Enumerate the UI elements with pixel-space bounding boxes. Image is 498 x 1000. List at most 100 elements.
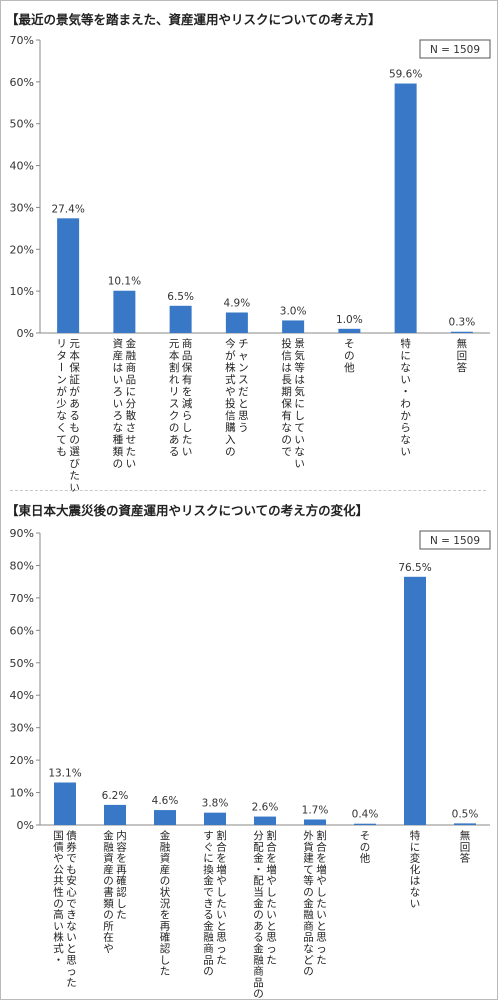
- category-label-char: ス: [238, 374, 249, 386]
- category-label-char: に: [294, 398, 305, 410]
- category-label-char: 入: [225, 434, 236, 446]
- data-label: 3.8%: [202, 798, 229, 810]
- category-label-char: い: [69, 482, 80, 494]
- y-tick-label: 50%: [10, 657, 34, 670]
- category-label-char: 合: [216, 840, 227, 853]
- category-label-char: 景: [294, 338, 305, 350]
- category-label-char: な: [303, 943, 314, 955]
- category-label-char: 株: [225, 361, 236, 374]
- category-label-char: な: [281, 422, 292, 434]
- category-label-char: 回: [460, 841, 471, 853]
- category-label-char: 確: [160, 931, 171, 944]
- category-label-char: 融: [253, 954, 264, 966]
- category-label-char: は: [294, 374, 305, 386]
- chart-title-2: 【東日本大震災後の資産運用やリスクについての考え方の変化】: [6, 503, 369, 518]
- category-label-char: い: [53, 920, 64, 932]
- category-label-char: 等: [303, 874, 314, 887]
- category-label-char: や: [225, 386, 236, 398]
- category-label-char: 所: [103, 920, 114, 932]
- category-label-char: の: [225, 446, 236, 458]
- category-label-char: に: [400, 350, 411, 362]
- category-label-char: の: [160, 875, 171, 887]
- category-label-char: 気: [294, 349, 305, 362]
- category-label-char: っ: [66, 966, 77, 978]
- category-label-char: か: [400, 410, 411, 422]
- data-label: 10.1%: [108, 276, 141, 288]
- category-label-char: な: [294, 446, 305, 458]
- category-label-char: 再: [116, 864, 127, 876]
- category-label-char: っ: [216, 943, 227, 955]
- category-label-char: 配: [253, 875, 264, 887]
- y-tick-label: 70%: [10, 34, 34, 47]
- category-label-char: 資: [113, 338, 124, 350]
- category-label-char: ス: [169, 398, 180, 410]
- chart-2: 0% 10% 20% 30% 40% 50% 60% 70% 80% 90% N = 1509 13.…: [10, 527, 491, 1000]
- category-label-char: チ: [238, 338, 249, 350]
- category-label-char: 等: [294, 361, 305, 374]
- category-label-char: に: [203, 853, 214, 865]
- category-label-char: 商: [126, 361, 137, 374]
- category-label-char: ら: [182, 410, 193, 422]
- category-label-char: や: [53, 853, 64, 865]
- category-label-char: 答: [457, 361, 468, 374]
- category-label-char: あ: [169, 434, 180, 446]
- category-label-char: し: [316, 887, 327, 899]
- category-label-char: 割: [266, 829, 277, 842]
- category-label-char: た: [216, 954, 227, 966]
- category-label-char: る: [69, 410, 80, 422]
- category-label-char: が: [56, 385, 67, 398]
- category-label-char: 類: [103, 898, 114, 910]
- category-label-char: た: [69, 470, 80, 482]
- category-label-char: 変: [410, 852, 421, 865]
- category-label-char: タ: [56, 350, 67, 362]
- category-label-char: 化: [410, 863, 421, 876]
- data-label: 4.6%: [152, 795, 179, 807]
- bar: [225, 312, 248, 333]
- category-label-char: 資: [103, 853, 114, 865]
- category-label-char: を: [266, 853, 277, 865]
- category-label-char: も: [69, 422, 80, 434]
- data-label: 0.3%: [449, 317, 476, 329]
- category-label-char: い: [266, 909, 277, 921]
- category-label-char: 品: [253, 977, 264, 989]
- category-label-char: 無: [457, 337, 468, 350]
- category-label-char: 散: [126, 409, 137, 422]
- data-label: 0.5%: [452, 808, 479, 820]
- category-label-char: 産: [160, 863, 171, 876]
- category-label-char: 分: [126, 398, 137, 410]
- category-label-char: ・: [253, 864, 264, 876]
- category-label-char: 信: [225, 410, 236, 422]
- category-label-char: い: [113, 374, 124, 386]
- bar: [450, 331, 473, 333]
- category-label-char: ン: [56, 374, 67, 386]
- category-label-char: 類: [113, 446, 124, 458]
- category-label-char: 合: [266, 840, 277, 853]
- category-label-char: と: [266, 920, 277, 932]
- category-label-char: た: [216, 898, 227, 910]
- category-label-char: な: [66, 920, 77, 932]
- category-label-char: た: [126, 446, 137, 458]
- category-label-char: を: [116, 853, 127, 865]
- category-label-char: た: [266, 898, 277, 910]
- category-label-char: あ: [69, 398, 80, 410]
- category-label-char: と: [316, 920, 327, 932]
- category-label-char: や: [266, 875, 277, 887]
- bar: [404, 576, 426, 825]
- category-label-char: た: [316, 898, 327, 910]
- sample-size-label: N = 1509: [430, 44, 480, 56]
- category-label-char: 内: [116, 829, 127, 842]
- y-tick-label: 0%: [17, 327, 34, 340]
- category-label-char: 特: [410, 830, 421, 842]
- category-label-char: 商: [203, 942, 214, 955]
- y-tick-label: 10%: [10, 285, 34, 298]
- category-label-char: く: [56, 422, 67, 434]
- category-label-char: は: [410, 875, 421, 887]
- category-label-char: 本: [69, 349, 80, 362]
- category-label-char: し: [266, 887, 277, 899]
- category-label-char: 金: [203, 919, 214, 932]
- category-label-char: な: [400, 434, 411, 446]
- category-label-char: 容: [116, 840, 127, 853]
- category-label-char: き: [203, 898, 214, 910]
- category-label-char: る: [169, 446, 180, 458]
- y-tick-label: 30%: [10, 201, 34, 214]
